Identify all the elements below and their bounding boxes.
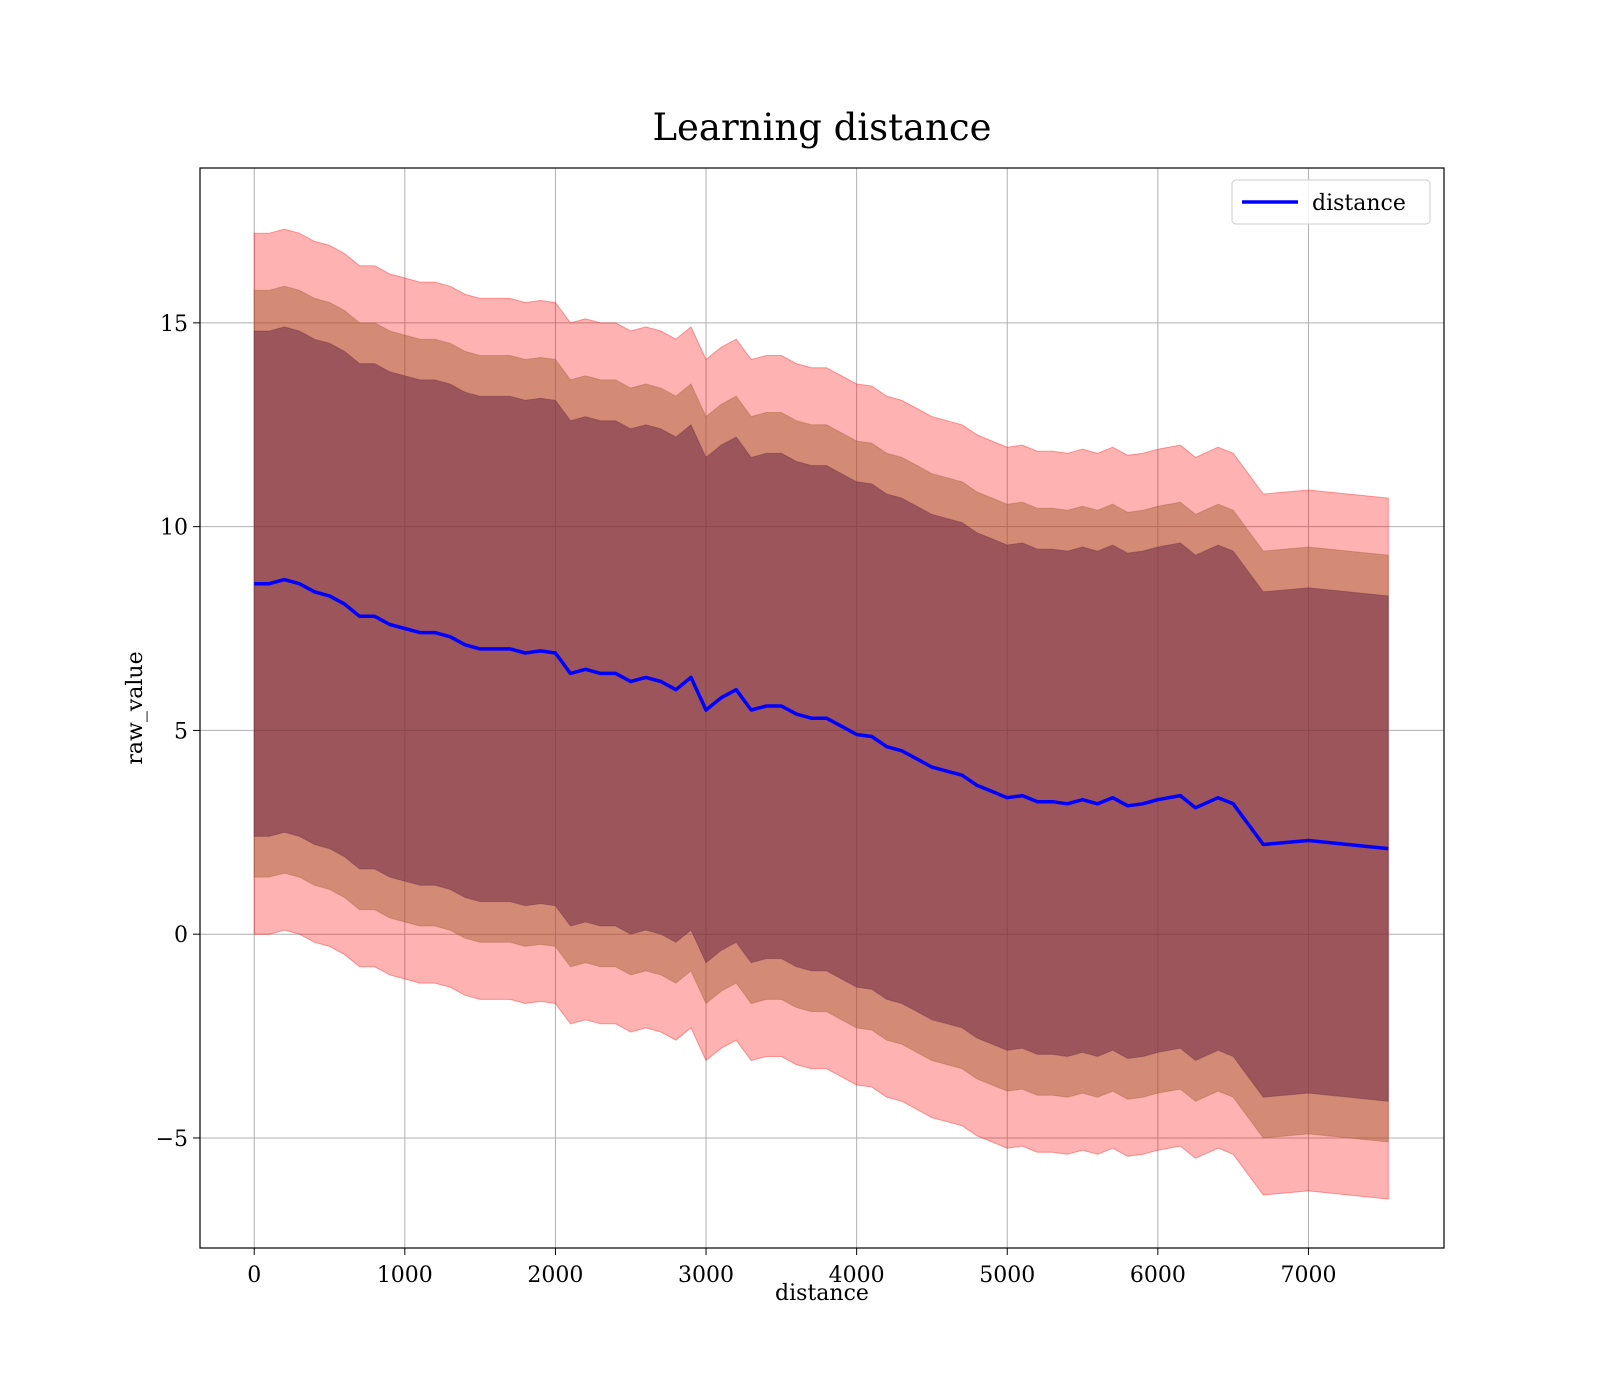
plot-frame <box>199 167 1445 1249</box>
y-tick-label: 10 <box>160 516 188 541</box>
y-tick-label: 5 <box>174 719 188 744</box>
legend-box <box>1231 179 1431 225</box>
x-tick-label: 4000 <box>829 1263 885 1288</box>
x-tick-label: 6000 <box>1130 1263 1186 1288</box>
x-tick-label: 0 <box>247 1263 261 1288</box>
axis-ticks: 0 1000 2000 3000 4000 5000 6000 7000 −5 0 5 10 15 <box>156 312 1337 1288</box>
x-tick-label: 3000 <box>678 1263 734 1288</box>
y-axis-label: raw_value <box>123 651 148 764</box>
band-inner <box>253 326 1389 1102</box>
x-tick-label: 7000 <box>1280 1263 1336 1288</box>
y-tick-label: −5 <box>156 1127 188 1152</box>
x-tick-label: 1000 <box>377 1263 433 1288</box>
chart-title: Learning distance <box>652 106 991 149</box>
y-tick-label: 0 <box>174 923 188 948</box>
y-tick-label: 15 <box>160 312 188 337</box>
x-tick-label: 2000 <box>527 1263 583 1288</box>
series-line-distance <box>254 577 1389 851</box>
series-lines <box>254 577 1389 851</box>
x-axis-label: distance <box>775 1281 869 1306</box>
x-tick-label: 5000 <box>979 1263 1035 1288</box>
legend-label-distance: distance <box>1312 191 1406 216</box>
confidence-bands <box>253 228 1389 1200</box>
legend: distance <box>1231 179 1431 225</box>
